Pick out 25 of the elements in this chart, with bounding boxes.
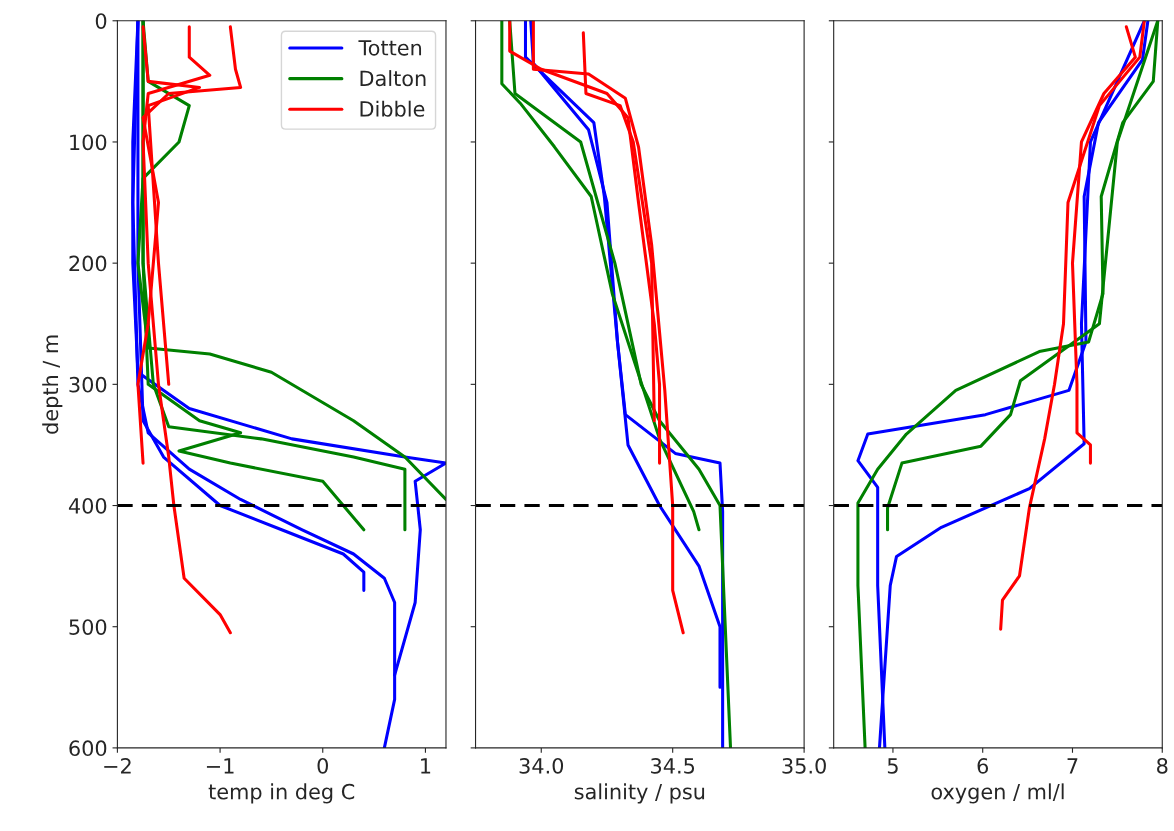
x-tick-label: 34.5 [651, 757, 695, 774]
y-tick-label: 500 [69, 619, 107, 635]
x-tick-label: 7 [1067, 758, 1078, 774]
x-tick-label: 0 [317, 757, 328, 774]
y-tick-label: 200 [69, 255, 107, 272]
y-tick-label: 400 [68, 497, 107, 514]
y-tick-label: 0 [95, 13, 107, 29]
legend-label: Dalton [360, 70, 426, 87]
y-tick-label: 100 [70, 134, 107, 151]
x-tick-label: 1 [421, 758, 431, 774]
x-tick-label: 5 [887, 758, 898, 774]
y-tick-label: 300 [69, 376, 107, 393]
x-tick-label: 6 [977, 757, 989, 774]
x-tick-label: 35.0 [782, 757, 826, 774]
y-tick-label: 600 [69, 740, 107, 757]
x-axis-title: salinity / psu [574, 783, 705, 804]
x-tick-label: −1 [206, 758, 234, 774]
x-tick-label: 34.0 [519, 757, 564, 774]
legend-label: Totten [358, 40, 422, 56]
x-axis-title: oxygen / ml/l [931, 783, 1064, 804]
x-tick-label: 8 [1157, 757, 1168, 774]
legend-label: Dibble [360, 100, 425, 117]
x-axis-title: temp in deg C [208, 783, 355, 804]
x-tick-label: −2 [104, 757, 131, 774]
y-axis-title: depth / m [42, 335, 63, 434]
